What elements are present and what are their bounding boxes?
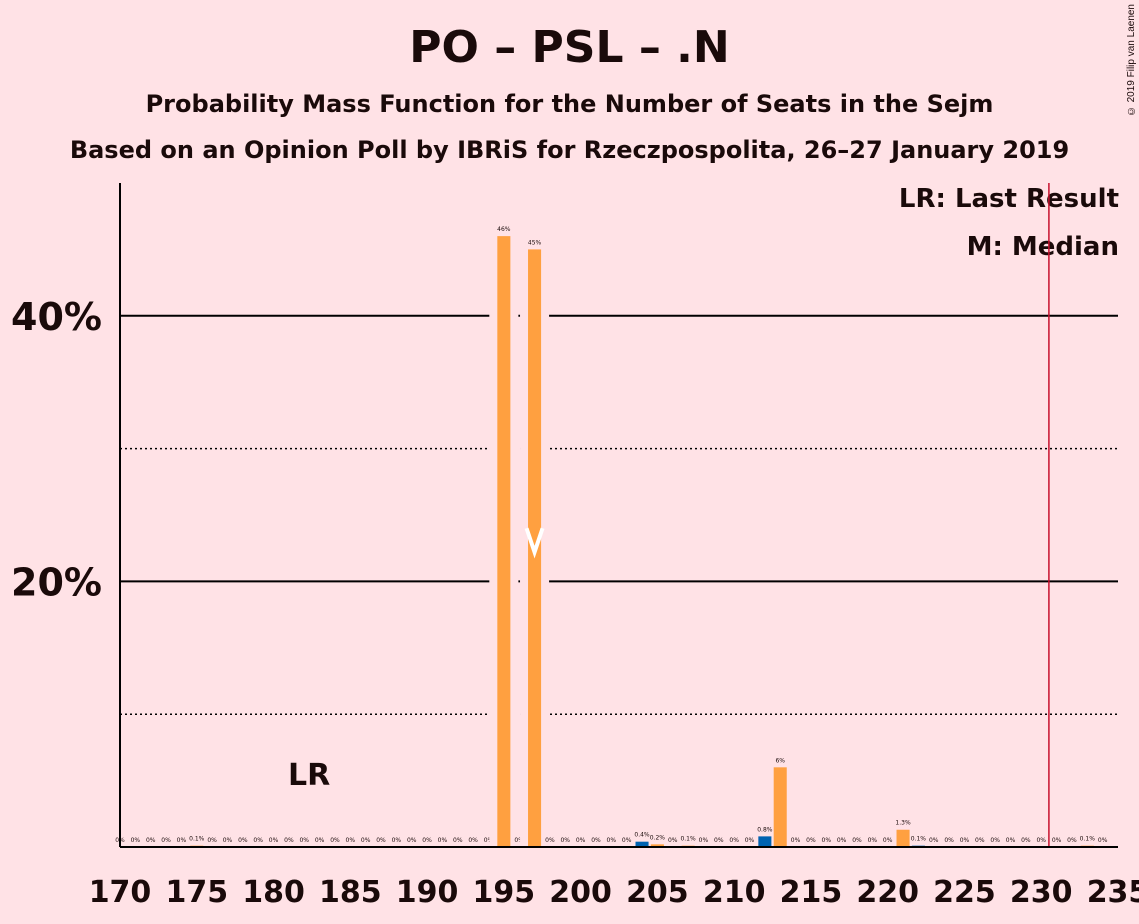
data-label: 0% bbox=[837, 837, 847, 844]
data-label: 0% bbox=[407, 837, 417, 844]
data-label: 1.3% bbox=[895, 820, 911, 827]
data-label: 0% bbox=[560, 837, 570, 844]
data-label: 0% bbox=[944, 837, 954, 844]
data-label: 0% bbox=[514, 837, 524, 844]
x-tick-label: 235 bbox=[1087, 875, 1139, 910]
legend-last-result: LR: Last Result bbox=[898, 184, 1119, 214]
data-label: 0% bbox=[346, 837, 356, 844]
data-label: 0% bbox=[361, 837, 371, 844]
chart-subtitle: Probability Mass Function for the Number… bbox=[145, 90, 994, 118]
data-label: 0% bbox=[1006, 837, 1016, 844]
x-tick-label: 185 bbox=[319, 875, 382, 910]
bar-seat-195 bbox=[497, 236, 511, 847]
data-label: 0% bbox=[468, 837, 478, 844]
data-label: 0% bbox=[545, 837, 555, 844]
x-tick-label: 220 bbox=[856, 875, 919, 910]
data-label: 0% bbox=[591, 837, 601, 844]
data-label: 0% bbox=[299, 837, 309, 844]
x-tick-label: 225 bbox=[933, 875, 996, 910]
data-label: 0% bbox=[438, 837, 448, 844]
data-label: 0.4% bbox=[634, 832, 650, 839]
data-label: 0% bbox=[131, 837, 141, 844]
data-label: 0% bbox=[1067, 837, 1077, 844]
x-tick-label: 180 bbox=[242, 875, 305, 910]
data-label: 0% bbox=[1052, 837, 1062, 844]
data-label: 0% bbox=[484, 837, 494, 844]
data-label: 0% bbox=[745, 837, 755, 844]
data-label: 0% bbox=[990, 837, 1000, 844]
data-label: 0% bbox=[453, 837, 463, 844]
data-label: 0.2% bbox=[650, 834, 666, 841]
data-label: 0% bbox=[868, 837, 878, 844]
data-label: 0% bbox=[284, 837, 294, 844]
bar-seat-204 bbox=[635, 841, 649, 847]
bar-seat-205 bbox=[650, 844, 664, 847]
data-label: 0% bbox=[714, 837, 724, 844]
y-tick-label: 40% bbox=[11, 295, 102, 339]
x-tick-label: 170 bbox=[89, 875, 152, 910]
data-label: 0.8% bbox=[757, 826, 773, 833]
data-label: 0% bbox=[668, 837, 678, 844]
data-label: 0% bbox=[422, 837, 432, 844]
data-label: 0% bbox=[791, 837, 801, 844]
data-label: 0% bbox=[1098, 837, 1108, 844]
data-label: 0% bbox=[177, 837, 187, 844]
y-tick-label: 20% bbox=[11, 560, 102, 604]
data-label: 0% bbox=[852, 837, 862, 844]
data-label: 0% bbox=[622, 837, 632, 844]
data-label: 0% bbox=[330, 837, 340, 844]
data-label: 0.1% bbox=[189, 836, 205, 843]
x-tick-label: 175 bbox=[165, 875, 228, 910]
data-label: 0% bbox=[975, 837, 985, 844]
data-label: 0% bbox=[822, 837, 832, 844]
bar-seat-212 bbox=[758, 836, 772, 847]
data-label: 0% bbox=[1021, 837, 1031, 844]
data-label: 0% bbox=[146, 837, 156, 844]
data-label: 45% bbox=[528, 239, 542, 246]
legend-median: M: Median bbox=[966, 232, 1119, 262]
data-label: 0% bbox=[315, 837, 325, 844]
x-tick-label: 230 bbox=[1010, 875, 1073, 910]
data-label: 0% bbox=[376, 837, 386, 844]
x-tick-label: 195 bbox=[473, 875, 536, 910]
x-tick-label: 210 bbox=[703, 875, 766, 910]
bar-seat-213 bbox=[773, 767, 787, 847]
data-label: 0.1% bbox=[911, 836, 927, 843]
data-label: 6% bbox=[775, 757, 785, 764]
median-marker bbox=[524, 527, 545, 559]
data-label: 0.1% bbox=[680, 836, 696, 843]
data-label: 0% bbox=[253, 837, 263, 844]
data-label: 0% bbox=[806, 837, 816, 844]
bar-seat-221 bbox=[896, 829, 910, 847]
data-label: 0% bbox=[269, 837, 279, 844]
data-label: 0% bbox=[960, 837, 970, 844]
data-label: 0% bbox=[1036, 837, 1046, 844]
x-tick-label: 205 bbox=[626, 875, 689, 910]
data-label: 0% bbox=[729, 837, 739, 844]
chart-title: PO – PSL – .N bbox=[409, 22, 730, 73]
last-result-label: LR bbox=[288, 758, 331, 793]
data-label: 0% bbox=[161, 837, 171, 844]
data-label: 0% bbox=[883, 837, 893, 844]
data-label: 0% bbox=[223, 837, 233, 844]
data-label: 0% bbox=[238, 837, 248, 844]
data-label: 0% bbox=[392, 837, 402, 844]
data-label: 0.1% bbox=[1080, 836, 1096, 843]
x-tick-label: 200 bbox=[549, 875, 612, 910]
x-tick-label: 190 bbox=[396, 875, 459, 910]
data-label: 46% bbox=[497, 226, 511, 233]
x-tick-label: 215 bbox=[780, 875, 843, 910]
data-label: 0% bbox=[699, 837, 709, 844]
chart-subtitle-poll: Based on an Opinion Poll by IBRiS for Rz… bbox=[69, 136, 1070, 164]
data-label: 0% bbox=[207, 837, 217, 844]
data-label: 0% bbox=[576, 837, 586, 844]
data-label: 0% bbox=[607, 837, 617, 844]
data-label: 0% bbox=[929, 837, 939, 844]
